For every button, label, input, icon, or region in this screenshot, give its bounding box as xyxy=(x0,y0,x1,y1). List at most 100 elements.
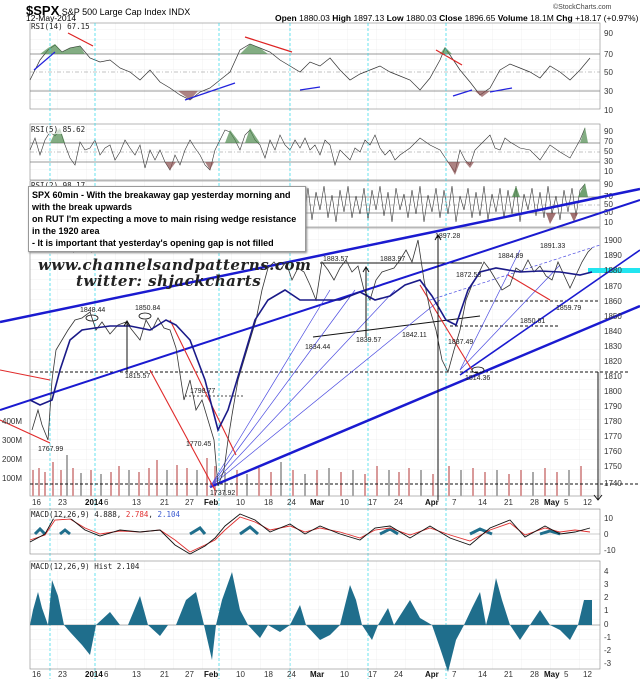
svg-text:400M: 400M xyxy=(2,417,22,426)
svg-text:21: 21 xyxy=(504,670,513,679)
svg-text:30: 30 xyxy=(604,208,613,217)
svg-text:1790: 1790 xyxy=(604,402,622,411)
svg-text:6: 6 xyxy=(104,498,109,507)
svg-text:14: 14 xyxy=(478,670,487,679)
svg-text:1839.57: 1839.57 xyxy=(356,337,381,344)
svg-text:1891.33: 1891.33 xyxy=(540,243,565,250)
rsi14-panel: 90 70 50 30 10 xyxy=(29,22,613,115)
svg-text:2014: 2014 xyxy=(85,670,103,679)
svg-text:1840: 1840 xyxy=(604,327,622,336)
svg-text:0: 0 xyxy=(604,530,609,539)
chg-value: +18.17 (+0.97%) xyxy=(575,13,639,23)
svg-text:Mar: Mar xyxy=(310,670,324,679)
svg-text:1850.61: 1850.61 xyxy=(520,318,545,325)
note-line-1: SPX 60min - With the breakaway gap yeste… xyxy=(32,190,291,212)
svg-text:1740: 1740 xyxy=(604,479,622,488)
high-label: High xyxy=(332,13,352,23)
open-value: 1880.03 xyxy=(299,13,330,23)
chart-date: 12-May-2014 xyxy=(26,13,77,23)
note-line-2: on RUT I'm expecting a move to main risi… xyxy=(32,214,297,236)
svg-text:0: 0 xyxy=(604,620,609,629)
exchange: INDX xyxy=(168,7,191,17)
svg-text:30: 30 xyxy=(604,87,613,96)
svg-text:1770: 1770 xyxy=(604,432,622,441)
svg-text:1884.89: 1884.89 xyxy=(498,253,523,260)
svg-text:90: 90 xyxy=(604,29,613,38)
svg-text:1760: 1760 xyxy=(604,447,622,456)
target-zone xyxy=(588,268,640,273)
svg-text:2014: 2014 xyxy=(85,498,103,507)
price-annotations: 1848.44 1850.84 1815.57 1798.77 1770.45 … xyxy=(38,233,581,497)
svg-text:3: 3 xyxy=(604,580,609,589)
low-label: Low xyxy=(386,13,404,23)
svg-text:1834.44: 1834.44 xyxy=(305,344,330,351)
svg-text:100M: 100M xyxy=(2,474,22,483)
rsi5-label: RSI(5) 85.62 xyxy=(31,125,86,134)
svg-text:10: 10 xyxy=(604,218,613,227)
svg-text:300M: 300M xyxy=(2,436,22,445)
svg-text:1842.11: 1842.11 xyxy=(402,332,427,339)
svg-text:16: 16 xyxy=(32,498,41,507)
svg-text:1870: 1870 xyxy=(604,282,622,291)
macd-hist-label: MACD(12,26,9) Hist 2.104 xyxy=(31,562,140,571)
macd-value: MACD(12,26,9) 4.888 xyxy=(31,510,117,519)
macd-label: MACD(12,26,9) 4.888, 2.784, 2.104 xyxy=(31,510,181,519)
svg-text:70: 70 xyxy=(604,50,613,59)
svg-text:27: 27 xyxy=(185,498,194,507)
close-label: Close xyxy=(439,13,463,23)
svg-text:50: 50 xyxy=(604,68,613,77)
svg-text:1800: 1800 xyxy=(604,387,622,396)
svg-text:4: 4 xyxy=(604,567,609,576)
svg-text:24: 24 xyxy=(287,670,296,679)
svg-text:-10: -10 xyxy=(604,546,616,555)
svg-text:18: 18 xyxy=(264,670,273,679)
svg-text:12: 12 xyxy=(583,670,592,679)
svg-text:1897.28: 1897.28 xyxy=(435,233,460,240)
svg-text:1780: 1780 xyxy=(604,417,622,426)
svg-text:28: 28 xyxy=(530,670,539,679)
ma50-line xyxy=(29,267,593,433)
svg-text:7: 7 xyxy=(452,498,457,507)
volume-label: Volume xyxy=(497,13,528,23)
svg-text:1: 1 xyxy=(604,606,609,615)
svg-text:13: 13 xyxy=(132,498,141,507)
x-axis-bottom: 16 23 2014 6 13 21 27 Feb 10 18 24 Mar 10 17 24… xyxy=(32,670,592,679)
svg-text:50: 50 xyxy=(604,147,613,156)
svg-text:1850.84: 1850.84 xyxy=(135,305,160,312)
svg-text:18: 18 xyxy=(264,498,273,507)
note-line-3: - It is important that yesterday's openi… xyxy=(32,238,274,248)
svg-text:70: 70 xyxy=(604,137,613,146)
svg-text:6: 6 xyxy=(104,670,109,679)
svg-text:24: 24 xyxy=(394,670,403,679)
low-value: 1880.03 xyxy=(405,13,437,23)
svg-text:5: 5 xyxy=(564,670,569,679)
svg-text:1737.92: 1737.92 xyxy=(210,490,235,497)
svg-text:1820: 1820 xyxy=(604,357,622,366)
svg-text:12: 12 xyxy=(583,498,592,507)
svg-text:1872.53: 1872.53 xyxy=(456,272,481,279)
svg-text:50: 50 xyxy=(604,200,613,209)
svg-text:May: May xyxy=(544,670,560,679)
svg-text:1880: 1880 xyxy=(604,266,622,275)
svg-text:14: 14 xyxy=(478,498,487,507)
svg-text:Apr: Apr xyxy=(425,670,439,679)
svg-text:1850: 1850 xyxy=(604,312,622,321)
svg-text:Apr: Apr xyxy=(425,498,439,507)
svg-text:17: 17 xyxy=(368,498,377,507)
svg-text:-1: -1 xyxy=(604,633,612,642)
svg-text:1830: 1830 xyxy=(604,342,622,351)
svg-text:1890: 1890 xyxy=(604,251,622,260)
svg-text:1750: 1750 xyxy=(604,462,622,471)
price-axis: 1900 1890 1880 1870 1860 1850 1840 1830 … xyxy=(2,236,622,488)
symbol: $SPX xyxy=(26,3,60,18)
quote-summary: Open 1880.03 High 1897.13 Low 1880.03 Cl… xyxy=(275,13,640,23)
chg-label: Chg xyxy=(556,13,573,23)
svg-text:28: 28 xyxy=(530,498,539,507)
svg-text:10: 10 xyxy=(604,106,613,115)
svg-text:-3: -3 xyxy=(604,659,612,668)
svg-text:10: 10 xyxy=(236,498,245,507)
svg-text:200M: 200M xyxy=(2,455,22,464)
svg-text:10: 10 xyxy=(604,167,613,176)
